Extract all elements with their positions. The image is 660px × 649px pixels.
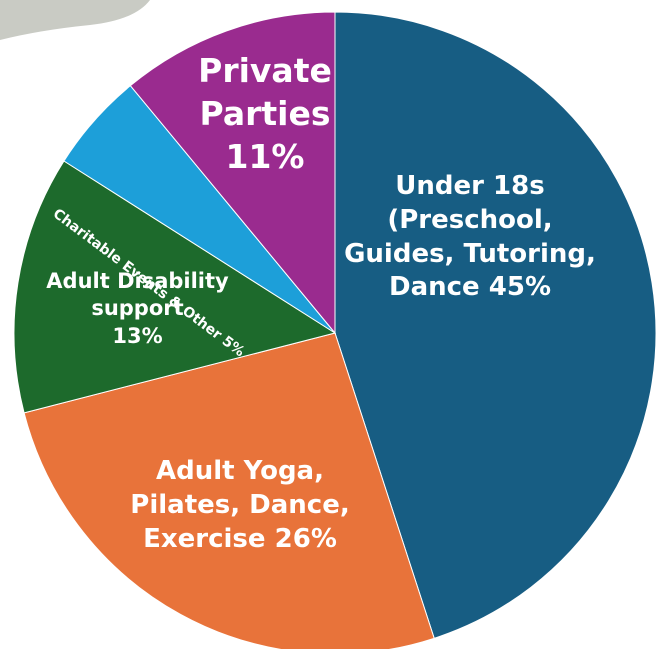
category-label: Private Parties [198,51,332,133]
value-label: 13% [112,323,163,348]
slice-label: Private Parties 11% [180,50,350,179]
slice-label: Adult Yoga, Pilates, Dance, Exercise 26% [110,455,370,556]
pie-slice [13,160,337,414]
slice-label: Adult Disability support 13% [20,268,255,350]
pie-slice [334,11,657,639]
category-label: Adult Disability support [46,269,229,321]
value-label: 26% [274,523,337,554]
category-label: Adult Yoga, Pilates, Dance, Exercise [130,456,350,554]
pie-slice [129,11,336,335]
value-label: 45% [488,272,551,303]
decoration [0,0,150,40]
slice-label: Under 18s (Preschool, Guides, Tutoring, … [330,170,610,305]
pie-slice [23,332,435,649]
value-label: 11% [225,136,305,176]
category-label: Under 18s (Preschool, Guides, Tutoring, … [344,171,596,303]
